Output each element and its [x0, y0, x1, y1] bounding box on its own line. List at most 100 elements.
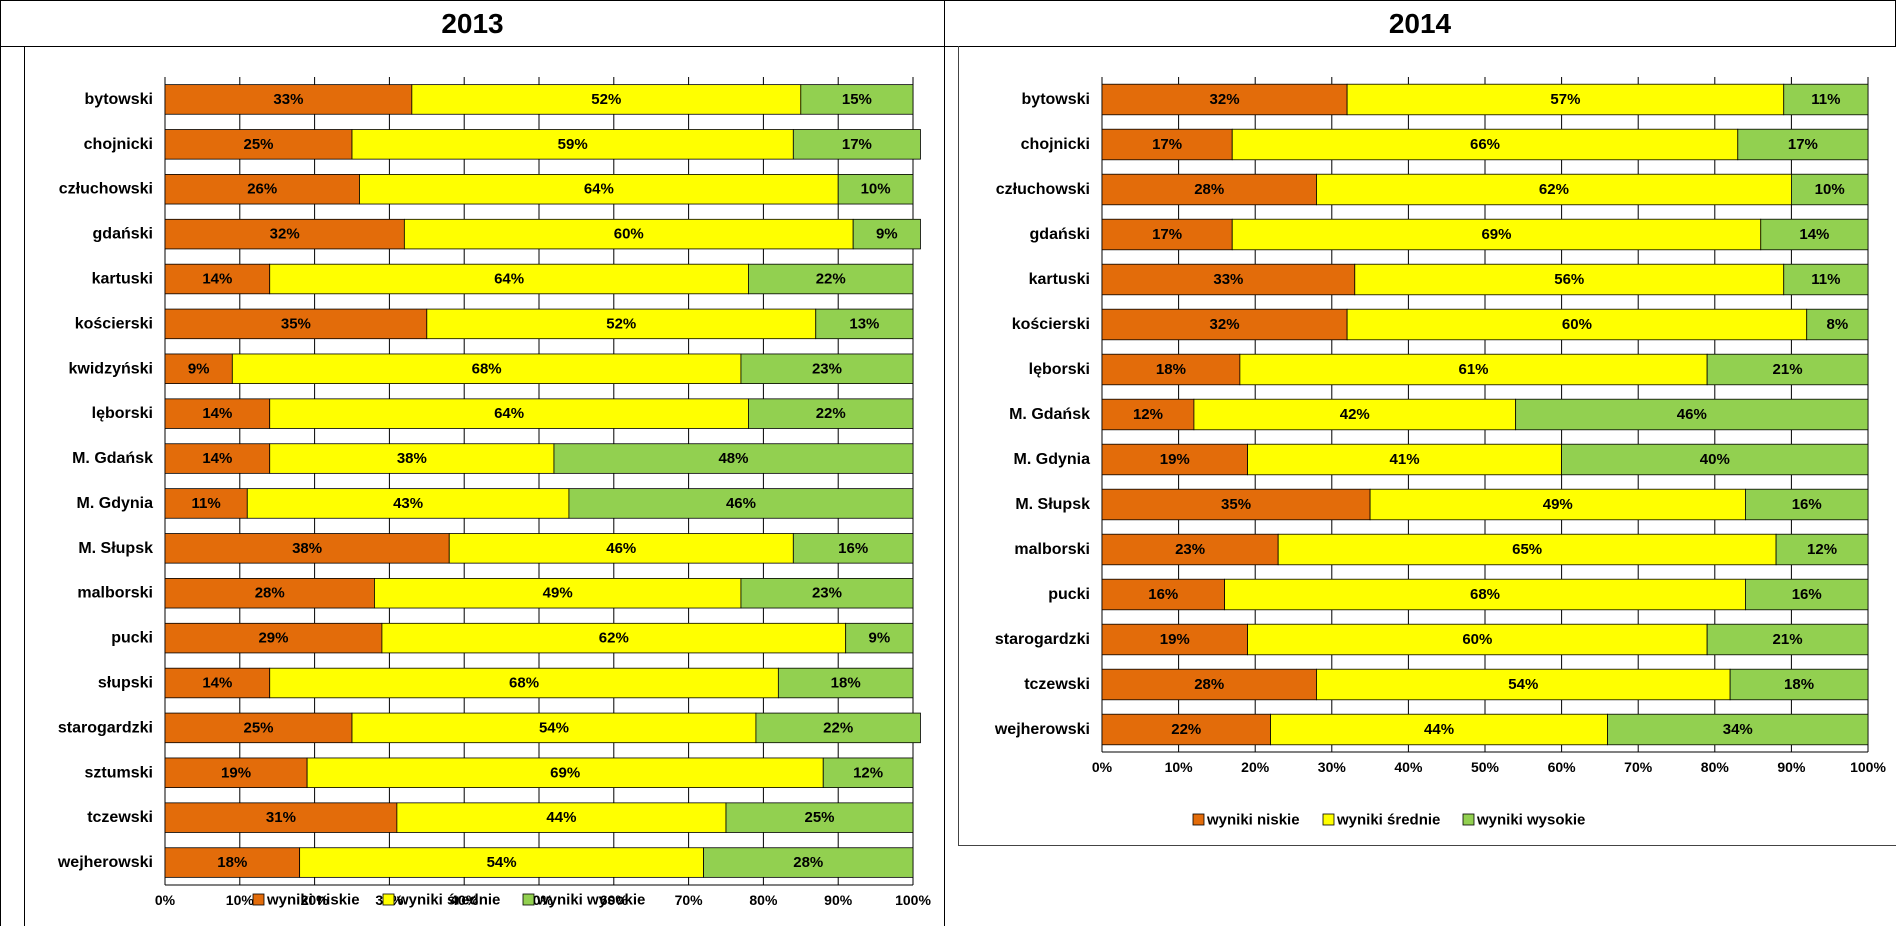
category-label: tczewski — [1024, 676, 1090, 693]
header-2014: 2014 — [944, 0, 1896, 47]
data-label: 44% — [546, 809, 576, 826]
bar-segment — [164, 218, 405, 250]
bar-segment — [1316, 173, 1792, 206]
tick-label: 100% — [1850, 759, 1886, 775]
bar-segment — [1346, 83, 1785, 116]
tick-label: 40% — [450, 892, 479, 908]
bar-segment — [1101, 713, 1271, 746]
category-label: słupski — [98, 675, 153, 692]
data-label: 43% — [393, 495, 423, 512]
bar-segment — [1101, 443, 1248, 476]
data-label: 68% — [472, 360, 502, 377]
category-label: M. Gdańsk — [1009, 406, 1090, 423]
data-label: 26% — [247, 181, 277, 198]
bar-segment — [792, 533, 914, 564]
data-label: 17% — [842, 136, 872, 153]
category-label: pucki — [1048, 586, 1090, 603]
data-label: 16% — [1148, 586, 1178, 603]
data-label: 18% — [831, 675, 861, 692]
bar-segment — [1231, 218, 1762, 251]
data-label: 49% — [543, 585, 573, 602]
bar-segment — [1760, 218, 1869, 251]
data-label: 13% — [849, 315, 879, 332]
legend-label: wyniki niskie — [1206, 812, 1300, 829]
tick-label: 90% — [824, 892, 853, 908]
bar-segment — [777, 667, 914, 699]
tick-label: 20% — [301, 892, 330, 908]
data-label: 66% — [1470, 136, 1500, 153]
data-label: 34% — [1723, 721, 1753, 738]
bar-segment — [1101, 578, 1225, 611]
data-label: 23% — [812, 360, 842, 377]
legend-swatch — [382, 893, 395, 906]
data-label: 42% — [1340, 406, 1370, 423]
data-label: 57% — [1550, 91, 1580, 108]
left-panel-border-left — [0, 46, 1, 926]
bar-segment — [1101, 488, 1371, 521]
data-label: 18% — [217, 854, 247, 871]
tick-label: 0% — [155, 892, 176, 908]
category-label: M. Słupsk — [1015, 496, 1090, 513]
category-label: kartuski — [92, 271, 153, 288]
data-label: 18% — [1784, 676, 1814, 693]
data-label: 62% — [599, 630, 629, 647]
bar-segment — [1783, 83, 1869, 116]
bar-segment — [1101, 668, 1317, 701]
category-label: M. Gdańsk — [72, 450, 153, 467]
data-label: 46% — [1677, 406, 1707, 423]
legend-swatch — [252, 893, 265, 906]
category-label: człuchowski — [996, 181, 1090, 198]
data-label: 69% — [1481, 226, 1511, 243]
data-label: 8% — [1827, 316, 1849, 333]
bar-segment — [164, 533, 450, 564]
category-label: chojnicki — [1021, 136, 1090, 153]
bar-segment — [1783, 263, 1869, 296]
data-label: 61% — [1458, 361, 1488, 378]
bar-segment — [1231, 128, 1739, 161]
data-label: 28% — [1194, 676, 1224, 693]
bar-segment — [1369, 488, 1746, 521]
data-label: 16% — [838, 540, 868, 557]
data-label: 22% — [816, 405, 846, 422]
data-label: 21% — [1773, 631, 1803, 648]
data-label: 22% — [1171, 721, 1201, 738]
bar-segment — [1101, 308, 1348, 341]
bar-segment — [351, 712, 757, 744]
data-label: 23% — [812, 585, 842, 602]
data-label: 31% — [266, 809, 296, 826]
data-label: 62% — [1539, 181, 1569, 198]
bar-segment — [164, 308, 428, 340]
category-label: tczewski — [87, 809, 153, 826]
category-label: bytowski — [1022, 91, 1090, 108]
data-label: 64% — [494, 271, 524, 288]
tick-label: 50% — [1471, 759, 1500, 775]
data-label: 17% — [1788, 136, 1818, 153]
bar-segment — [269, 443, 555, 474]
tick-label: 80% — [749, 892, 778, 908]
data-label: 59% — [558, 136, 588, 153]
data-label: 21% — [1773, 361, 1803, 378]
data-label: 14% — [202, 450, 232, 467]
legend-label: wyniki wysokie — [1476, 812, 1585, 829]
bar-segment — [1101, 533, 1279, 566]
bar-segment — [815, 308, 914, 340]
bar-segment — [396, 802, 727, 833]
data-label: 32% — [270, 226, 300, 243]
bar-segment — [164, 443, 271, 474]
data-label: 22% — [816, 271, 846, 288]
data-label: 35% — [281, 315, 311, 332]
category-label: człuchowski — [59, 181, 153, 198]
bar-segment — [1791, 173, 1869, 206]
bar-segment — [1224, 578, 1746, 611]
tick-label: 0% — [1092, 759, 1113, 775]
bar-segment — [1745, 578, 1869, 611]
legend-swatch — [1192, 813, 1205, 826]
category-label: kościerski — [75, 315, 153, 332]
bar-segment — [703, 847, 914, 878]
data-label: 54% — [539, 719, 569, 736]
data-label: 12% — [853, 764, 883, 781]
category-label: gdański — [1030, 226, 1090, 243]
bar-segment — [164, 578, 375, 609]
header-2013: 2013 — [0, 0, 945, 47]
